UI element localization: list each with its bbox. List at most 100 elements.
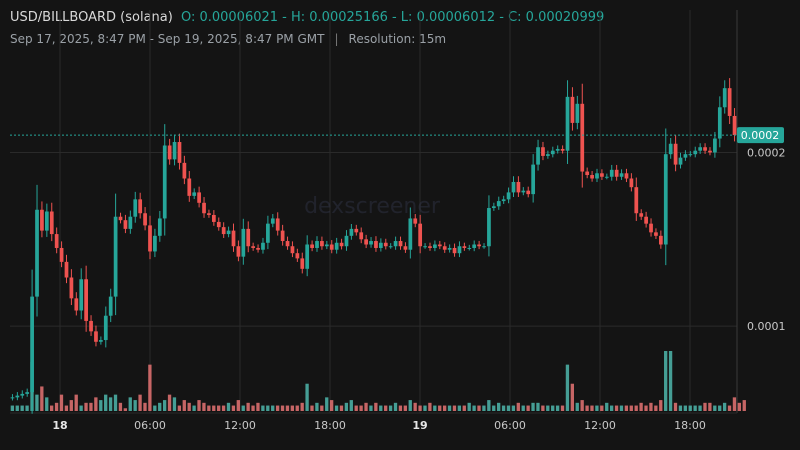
volume-bar [501, 405, 506, 411]
candle-body [447, 247, 452, 250]
volume-bar [192, 405, 196, 411]
volume-bar [379, 405, 383, 411]
volume-bar [649, 402, 653, 411]
volume-bar [369, 405, 373, 411]
pair-symbol: USD/BILLBOARD (solana) [10, 10, 173, 25]
candle-body [256, 247, 260, 250]
candle-body [157, 218, 162, 236]
candle-body [359, 232, 364, 240]
candle-body [246, 228, 251, 247]
volume-bar [595, 405, 599, 411]
volume-bar [546, 405, 550, 411]
volume-bar [428, 402, 432, 411]
volume-bar [654, 405, 658, 411]
volume-bar [128, 397, 132, 411]
volume-bar [329, 400, 334, 411]
candle-body [379, 242, 383, 248]
volume-bar [526, 405, 530, 411]
candle-body [462, 246, 467, 248]
x-tick-label: 19 [412, 419, 427, 432]
volume-bar [374, 402, 378, 411]
date-range: Sep 17, 2025, 8:47 PM - Sep 19, 2025, 8:… [10, 32, 325, 46]
volume-bar [531, 402, 535, 411]
candle-body [437, 244, 442, 247]
volume-bar [555, 405, 560, 411]
volume-bar [722, 402, 727, 411]
candle-body [295, 253, 300, 259]
candle-body [172, 142, 177, 160]
volume-bar [261, 405, 265, 411]
volume-bar [271, 405, 275, 411]
candle-body [604, 176, 609, 178]
candle-body [693, 150, 698, 155]
volume-bar [703, 402, 707, 411]
candle-body [467, 247, 472, 249]
y-tick-label: 0.0001 [747, 320, 786, 333]
volume-bar [290, 405, 295, 411]
volume-bar [742, 400, 746, 411]
volume-bar [241, 405, 245, 411]
volume-bar [565, 364, 570, 411]
volume-bar [536, 402, 540, 411]
candle-body [590, 175, 594, 179]
volume-bar [698, 405, 702, 411]
candle-body [177, 142, 182, 163]
candle-body [383, 242, 388, 247]
volume-bar [275, 405, 280, 411]
candle-body [550, 150, 555, 155]
volume-bar [143, 402, 147, 411]
candle-body [536, 147, 540, 165]
candle-body [531, 164, 536, 195]
candle-body [251, 246, 256, 248]
volume-bar [246, 402, 250, 411]
candle-body [221, 227, 226, 235]
candle-body [614, 169, 619, 177]
volume-bar [167, 394, 172, 411]
volume-bar [423, 405, 427, 411]
volume-bar [693, 405, 697, 411]
volume-bar [74, 394, 78, 411]
volume-bar [45, 397, 49, 411]
candle-body [344, 235, 349, 247]
candle-body [241, 228, 246, 257]
candle-body [44, 211, 49, 231]
candle-body [546, 154, 550, 156]
candle-body [393, 241, 398, 247]
candle-body [148, 225, 152, 252]
volume-bar [113, 394, 118, 411]
volume-bar [133, 400, 137, 411]
candle-body [167, 145, 172, 160]
x-tick-label: 18 [52, 419, 67, 432]
volume-bar [388, 405, 393, 411]
candle-body [663, 154, 668, 245]
candle-body [403, 246, 408, 250]
candle-body [182, 162, 187, 179]
candle-body [275, 218, 280, 231]
volume-bar [236, 400, 240, 411]
candle-body [609, 169, 614, 177]
volume-bar [182, 400, 186, 411]
candle-body [216, 221, 221, 228]
x-tick-label: 12:00 [584, 419, 616, 432]
volume-bar [629, 405, 633, 411]
candle-body [280, 230, 285, 242]
volume-bar [575, 402, 579, 411]
volume-bar [462, 405, 466, 411]
candle-body [64, 261, 69, 278]
candle-body [133, 199, 138, 217]
volume-bar [560, 405, 565, 411]
volume-bar [472, 405, 476, 411]
candle-body [118, 216, 123, 221]
volume-bar [708, 402, 712, 411]
volume-bar [187, 402, 191, 411]
volume-bar [521, 405, 525, 411]
volume-bar [364, 402, 368, 411]
candle-body [270, 218, 275, 224]
candle-body [501, 199, 506, 202]
last-price-badge [737, 127, 784, 144]
candle-body [84, 279, 89, 321]
candle-body [197, 192, 201, 203]
candle-body [266, 223, 270, 243]
volume-bar [138, 394, 142, 411]
